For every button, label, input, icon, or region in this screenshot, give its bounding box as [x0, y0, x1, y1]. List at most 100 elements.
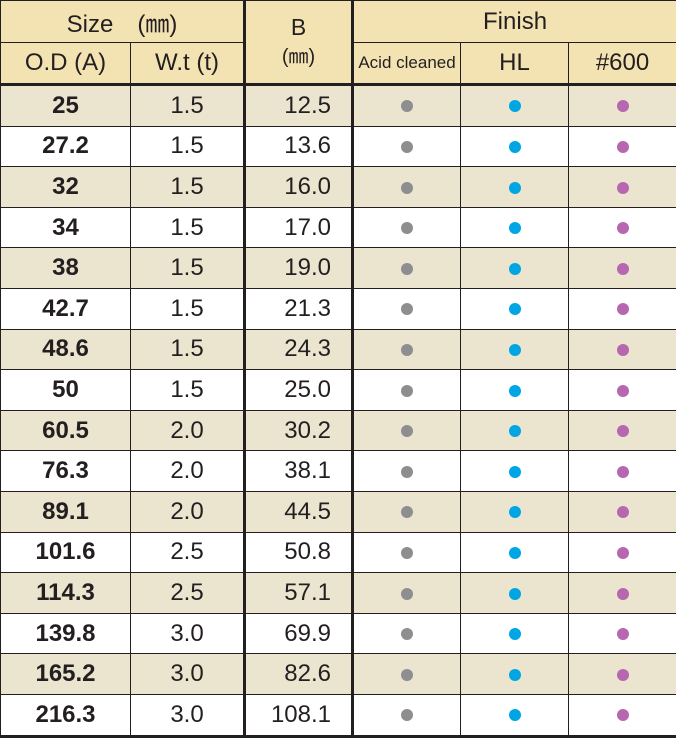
- b-cell: 38.1: [245, 451, 353, 492]
- no600-cell: [569, 410, 676, 451]
- b-cell: 57.1: [245, 573, 353, 614]
- b-cell: 16.0: [245, 167, 353, 208]
- hl-column-header: HL: [461, 43, 569, 85]
- wt-cell: 1.5: [131, 329, 245, 370]
- b-cell: 69.9: [245, 613, 353, 654]
- no600-available-dot-icon: [617, 588, 629, 600]
- no600-available-dot-icon: [617, 222, 629, 234]
- acid-cleaned-available-dot-icon: [401, 588, 413, 600]
- wt-cell: 1.5: [131, 167, 245, 208]
- no600-cell: [569, 451, 676, 492]
- hl-available-dot-icon: [509, 628, 521, 640]
- acid-cleaned-available-dot-icon: [401, 547, 413, 559]
- b-cell: 12.5: [245, 85, 353, 127]
- no600-available-dot-icon: [617, 547, 629, 559]
- acid-cleaned-cell: [353, 370, 461, 411]
- acid-cleaned-cell: [353, 613, 461, 654]
- no600-available-dot-icon: [617, 263, 629, 275]
- no600-available-dot-icon: [617, 182, 629, 194]
- b-unit-label: (㎜): [246, 42, 351, 72]
- acid-cleaned-available-dot-icon: [401, 425, 413, 437]
- hl-available-dot-icon: [509, 709, 521, 721]
- no600-available-dot-icon: [617, 100, 629, 112]
- b-cell: 19.0: [245, 248, 353, 289]
- b-cell: 108.1: [245, 694, 353, 736]
- hl-cell: [461, 694, 569, 736]
- wt-cell: 3.0: [131, 694, 245, 736]
- od-cell: 32: [1, 167, 131, 208]
- b-cell: 17.0: [245, 207, 353, 248]
- b-cell: 25.0: [245, 370, 353, 411]
- hl-cell: [461, 248, 569, 289]
- od-cell: 25: [1, 85, 131, 127]
- hl-available-dot-icon: [509, 466, 521, 478]
- no600-cell: [569, 126, 676, 167]
- acid-cleaned-available-dot-icon: [401, 466, 413, 478]
- hl-available-dot-icon: [509, 588, 521, 600]
- od-cell: 38: [1, 248, 131, 289]
- acid-cleaned-available-dot-icon: [401, 628, 413, 640]
- no600-cell: [569, 613, 676, 654]
- wt-cell: 2.0: [131, 491, 245, 532]
- hl-available-dot-icon: [509, 344, 521, 356]
- acid-cleaned-cell: [353, 167, 461, 208]
- wt-cell: 2.0: [131, 410, 245, 451]
- acid-cleaned-cell: [353, 532, 461, 573]
- hl-cell: [461, 654, 569, 695]
- wt-cell: 1.5: [131, 207, 245, 248]
- finish-group-header: Finish: [353, 1, 676, 43]
- table-header: Size (㎜) B (㎜) Finish O.D (A) W.t (t) Ac…: [1, 1, 676, 85]
- od-cell: 139.8: [1, 613, 131, 654]
- no600-cell: [569, 329, 676, 370]
- wt-cell: 2.5: [131, 532, 245, 573]
- hl-cell: [461, 167, 569, 208]
- acid-cleaned-available-dot-icon: [401, 669, 413, 681]
- acid-cleaned-cell: [353, 126, 461, 167]
- no600-cell: [569, 248, 676, 289]
- hl-cell: [461, 329, 569, 370]
- size-group-header: Size (㎜): [1, 1, 245, 43]
- hl-cell: [461, 573, 569, 614]
- hl-available-dot-icon: [509, 222, 521, 234]
- od-cell: 48.6: [1, 329, 131, 370]
- od-cell: 165.2: [1, 654, 131, 695]
- b-cell: 50.8: [245, 532, 353, 573]
- no600-available-dot-icon: [617, 669, 629, 681]
- od-cell: 101.6: [1, 532, 131, 573]
- wt-cell: 2.5: [131, 573, 245, 614]
- acid-cleaned-available-dot-icon: [401, 182, 413, 194]
- wt-cell: 1.5: [131, 370, 245, 411]
- b-cell: 82.6: [245, 654, 353, 695]
- no600-available-dot-icon: [617, 709, 629, 721]
- no600-available-dot-icon: [617, 506, 629, 518]
- acid-cleaned-available-dot-icon: [401, 506, 413, 518]
- acid-cleaned-available-dot-icon: [401, 709, 413, 721]
- acid-cleaned-cell: [353, 654, 461, 695]
- hl-cell: [461, 207, 569, 248]
- acid-cleaned-available-dot-icon: [401, 100, 413, 112]
- od-cell: 50: [1, 370, 131, 411]
- hl-available-dot-icon: [509, 547, 521, 559]
- b-cell: 13.6: [245, 126, 353, 167]
- acid-cleaned-cell: [353, 85, 461, 127]
- acid-cleaned-available-dot-icon: [401, 385, 413, 397]
- no600-cell: [569, 207, 676, 248]
- hl-cell: [461, 410, 569, 451]
- acid-cleaned-cell: [353, 491, 461, 532]
- no600-available-dot-icon: [617, 628, 629, 640]
- hl-cell: [461, 491, 569, 532]
- no600-available-dot-icon: [617, 141, 629, 153]
- acid-cleaned-cell: [353, 451, 461, 492]
- no600-available-dot-icon: [617, 425, 629, 437]
